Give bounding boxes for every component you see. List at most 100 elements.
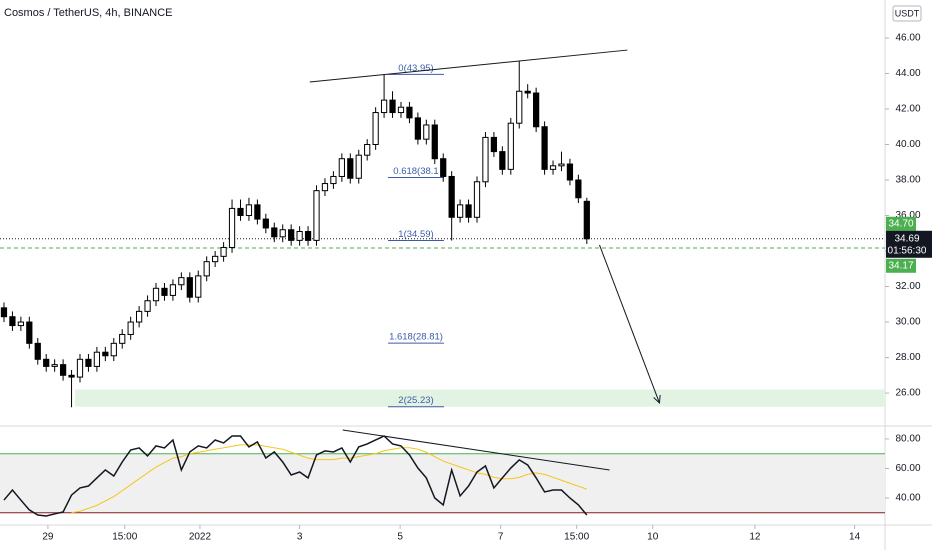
candle-body (262, 218, 269, 229)
candle-body (490, 136, 498, 153)
rsi-y-tick-label: 60.00 (895, 463, 920, 474)
candle-body (51, 364, 58, 367)
price-label: 34.17 (888, 260, 913, 271)
candle-body (524, 90, 531, 94)
candle-body (127, 321, 134, 335)
candle-body (499, 151, 506, 170)
candle-body (102, 351, 109, 357)
candle-body (423, 124, 430, 140)
candle-body (254, 204, 261, 220)
candle-body (431, 124, 438, 160)
rsi-y-tick-label: 40.00 (895, 493, 920, 504)
price-label-box (886, 216, 916, 231)
rsi-trendline (342, 429, 610, 471)
candle-body (406, 106, 413, 119)
candle-body (482, 136, 489, 183)
candle-body (152, 287, 160, 302)
candle-body (34, 342, 41, 360)
x-tick-label: 2022 (189, 532, 212, 543)
candle-body (93, 351, 101, 367)
currency-box (892, 5, 922, 22)
candle-body (59, 364, 67, 376)
target-zone (74, 389, 886, 407)
candle-body (85, 358, 92, 367)
candle-body (541, 126, 548, 170)
candle-body (397, 106, 405, 114)
candle-body (338, 158, 345, 177)
candle-body (26, 321, 33, 344)
candle-body (296, 230, 303, 241)
candle-body (448, 175, 455, 218)
candle-body (364, 144, 371, 156)
x-tick-label: 14 (849, 532, 861, 543)
fib-label: 1(34.59) (398, 229, 433, 240)
candle-body (313, 190, 320, 241)
y-tick-label: 44.00 (895, 68, 920, 79)
candle-body (178, 277, 185, 286)
candle-body (414, 117, 421, 140)
candle-body (43, 358, 50, 367)
countdown-label: 01:56:30 (888, 245, 927, 256)
candle-body (195, 275, 202, 298)
candle-body (389, 99, 396, 114)
x-tick-label: 3 (297, 532, 303, 543)
candle-body (245, 204, 253, 217)
price-label-box (886, 258, 916, 273)
candle-body (516, 90, 523, 124)
candle-body (68, 374, 75, 378)
y-tick-label: 46.00 (895, 33, 920, 44)
candle-body (237, 207, 244, 217)
candle-body (144, 300, 151, 312)
last-price-box (886, 230, 932, 258)
candle-body (279, 229, 286, 238)
candle-body (161, 287, 168, 296)
candle-body (347, 158, 354, 179)
rsi-y-tick-label: 80.00 (895, 434, 920, 445)
fib-label: 0(43.95) (398, 63, 433, 74)
candle-body (220, 246, 227, 257)
candle-body (186, 277, 193, 298)
y-tick-label: 30.00 (895, 317, 920, 328)
candle-body (456, 204, 464, 218)
y-tick-label: 28.00 (895, 352, 920, 363)
currency-label: USDT (895, 8, 920, 18)
candle-body (228, 207, 236, 248)
x-tick-label: 10 (647, 532, 659, 543)
x-tick-label: 15:00 (564, 532, 589, 543)
candle-body (355, 154, 362, 179)
fib-label: 2(25.23) (398, 395, 433, 406)
x-tick-label: 29 (42, 532, 54, 543)
trendline (309, 49, 628, 83)
candle-body (203, 261, 210, 277)
chart-title: Cosmos / TetherUS, 4h, BINANCE (4, 7, 173, 19)
candle-body (380, 99, 388, 114)
candle-body (9, 316, 16, 327)
fib-label: 0.618(38.1 (393, 166, 438, 177)
candle-body (321, 183, 329, 192)
candle-body (558, 163, 565, 167)
price-label: 34.70 (888, 218, 913, 229)
candle-body (212, 255, 219, 263)
candle-body (169, 284, 177, 296)
candle-body (566, 163, 574, 181)
candle-body (0, 307, 8, 318)
candle-body (330, 175, 337, 185)
candle-body (465, 204, 472, 218)
candle-body (440, 158, 447, 177)
candle-body (372, 112, 379, 146)
plot: 26.0028.0030.0032.0034.0036.0038.0040.00… (0, 33, 921, 543)
x-tick-label: 5 (397, 532, 403, 543)
y-tick-label: 36.00 (895, 210, 920, 221)
candle-body (119, 333, 126, 344)
y-tick-label: 26.00 (895, 388, 920, 399)
arrow (599, 244, 660, 404)
x-tick-label: 12 (749, 532, 761, 543)
candle-body (533, 92, 540, 128)
rsi-line (3, 435, 588, 517)
y-tick-label: 32.00 (895, 281, 920, 292)
candle-body (17, 321, 24, 327)
y-tick-label: 40.00 (895, 139, 920, 150)
